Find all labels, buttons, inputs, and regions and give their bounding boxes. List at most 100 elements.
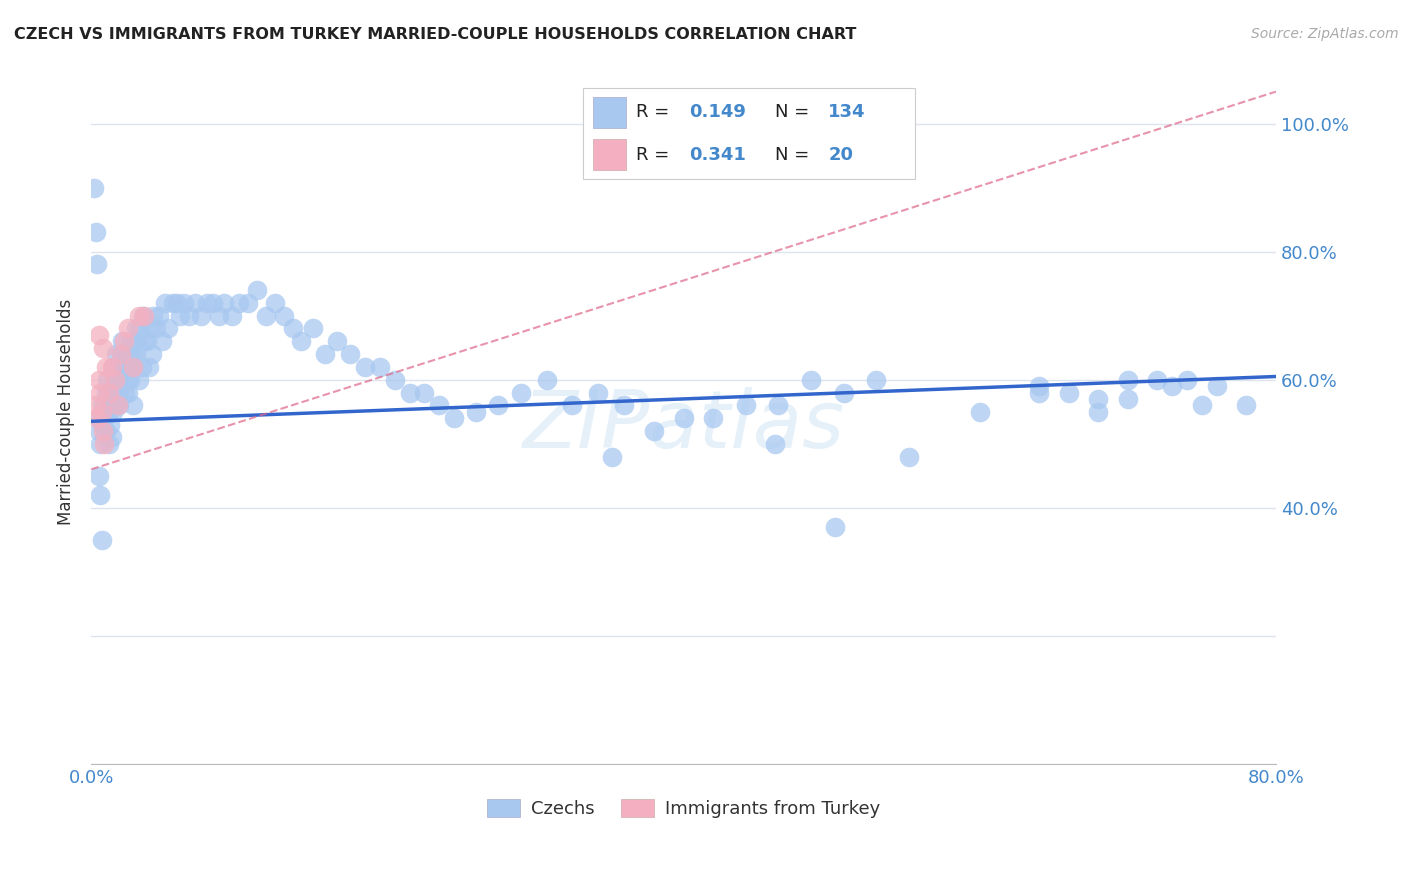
Point <box>1028 385 1050 400</box>
Point <box>103 405 125 419</box>
Point <box>672 411 695 425</box>
Point <box>302 321 325 335</box>
Point <box>290 334 312 349</box>
Point <box>1087 405 1109 419</box>
Point <box>139 321 162 335</box>
Point <box>97 385 120 400</box>
Point <box>138 359 160 374</box>
Point <box>121 347 143 361</box>
Point <box>87 468 110 483</box>
Point <box>1161 379 1184 393</box>
Point <box>1028 379 1050 393</box>
Point <box>1234 398 1257 412</box>
Point <box>87 424 110 438</box>
Point <box>117 321 139 335</box>
Point <box>105 373 128 387</box>
Point <box>314 347 336 361</box>
Point <box>117 359 139 374</box>
Point <box>104 373 127 387</box>
Point <box>1205 379 1227 393</box>
Point <box>128 309 150 323</box>
Point <box>90 398 112 412</box>
Point <box>190 309 212 323</box>
Point <box>91 417 114 432</box>
Point <box>86 257 108 271</box>
Point <box>221 309 243 323</box>
Point <box>1057 385 1080 400</box>
Point <box>110 373 132 387</box>
Point <box>134 334 156 349</box>
Point <box>115 373 138 387</box>
Point <box>246 283 269 297</box>
Point <box>207 309 229 323</box>
Point <box>145 321 167 335</box>
Point <box>87 373 110 387</box>
Point <box>129 321 152 335</box>
Point <box>142 309 165 323</box>
Point <box>101 430 124 444</box>
Point <box>602 450 624 464</box>
Point <box>108 398 131 412</box>
Point <box>117 385 139 400</box>
Text: CZECH VS IMMIGRANTS FROM TURKEY MARRIED-COUPLE HOUSEHOLDS CORRELATION CHART: CZECH VS IMMIGRANTS FROM TURKEY MARRIED-… <box>14 27 856 42</box>
Point <box>120 334 142 349</box>
Point <box>162 296 184 310</box>
Point <box>104 373 127 387</box>
Point <box>94 398 117 412</box>
Point <box>897 450 920 464</box>
Point <box>114 385 136 400</box>
Point <box>105 347 128 361</box>
Point <box>586 385 609 400</box>
Point <box>166 296 188 310</box>
Point <box>110 347 132 361</box>
Point <box>201 296 224 310</box>
Point <box>254 309 277 323</box>
Point <box>94 359 117 374</box>
Point <box>93 436 115 450</box>
Point <box>103 379 125 393</box>
Point <box>89 385 111 400</box>
Point <box>101 359 124 374</box>
Point <box>509 385 531 400</box>
Point <box>800 373 823 387</box>
Point <box>339 347 361 361</box>
Point <box>118 347 141 361</box>
Point <box>768 398 790 412</box>
Point <box>112 334 135 349</box>
Point <box>131 359 153 374</box>
Point <box>734 398 756 412</box>
Point <box>120 359 142 374</box>
Point <box>89 436 111 450</box>
Y-axis label: Married-couple Households: Married-couple Households <box>58 299 75 524</box>
Point <box>110 347 132 361</box>
Point <box>1191 398 1213 412</box>
Point <box>100 417 122 432</box>
Point <box>173 296 195 310</box>
Text: ZIPatlas: ZIPatlas <box>523 387 845 465</box>
Point <box>150 334 173 349</box>
Point <box>114 359 136 374</box>
Text: Source: ZipAtlas.com: Source: ZipAtlas.com <box>1251 27 1399 41</box>
Point <box>97 436 120 450</box>
Point <box>398 385 420 400</box>
Point <box>1087 392 1109 406</box>
Point <box>413 385 436 400</box>
Point <box>195 296 218 310</box>
Point <box>100 385 122 400</box>
Point <box>84 226 107 240</box>
Point <box>132 309 155 323</box>
Point <box>94 424 117 438</box>
Point <box>86 411 108 425</box>
Point <box>281 321 304 335</box>
Point <box>354 359 377 374</box>
Point <box>111 334 134 349</box>
Point <box>263 296 285 310</box>
Point <box>1116 373 1139 387</box>
Point <box>87 327 110 342</box>
Point <box>89 488 111 502</box>
Point <box>832 385 855 400</box>
Point <box>228 296 250 310</box>
Point <box>124 347 146 361</box>
Point <box>643 424 665 438</box>
Point <box>107 359 129 374</box>
